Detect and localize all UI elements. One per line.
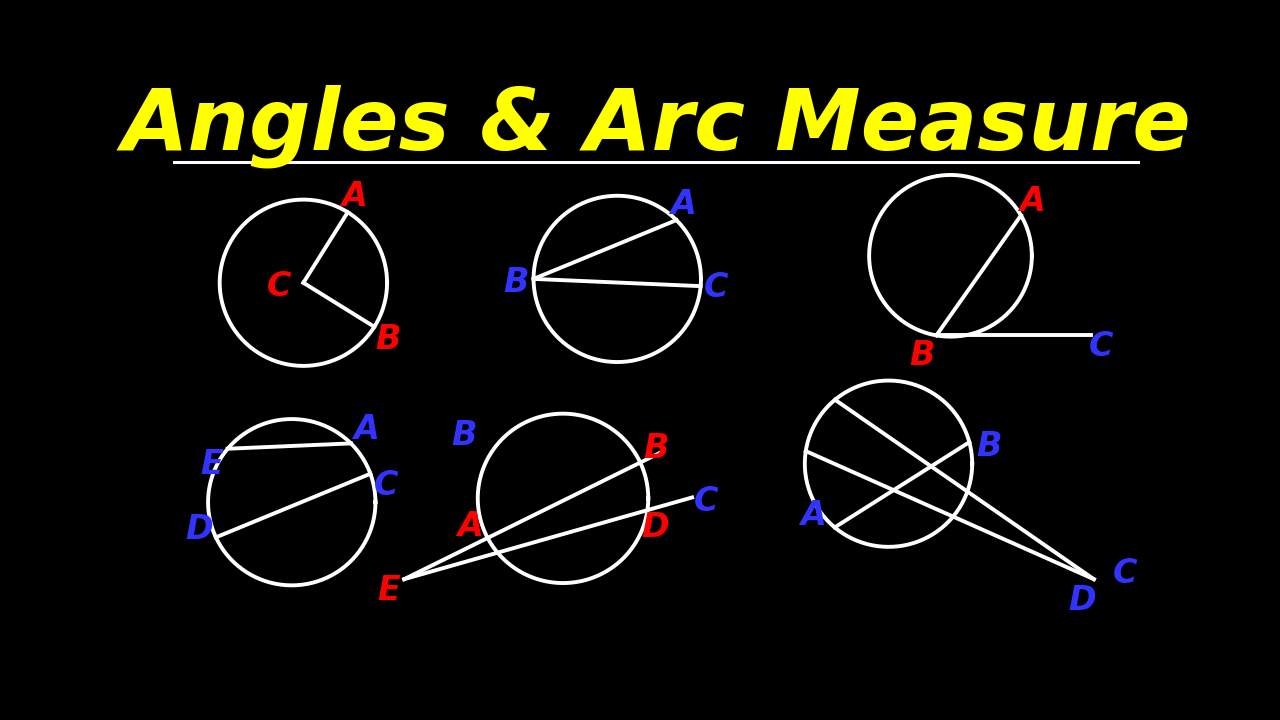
Text: C: C: [374, 469, 398, 502]
Text: A: A: [340, 180, 367, 213]
Text: E: E: [378, 575, 399, 607]
Text: A: A: [669, 188, 695, 221]
Text: A: A: [800, 500, 826, 532]
Text: B: B: [910, 339, 936, 372]
Text: C: C: [1089, 330, 1114, 364]
Text: B: B: [504, 266, 529, 300]
Text: C: C: [694, 485, 718, 518]
Text: C: C: [266, 270, 291, 303]
Text: A: A: [353, 413, 379, 446]
Text: D: D: [186, 513, 212, 546]
Text: D: D: [1069, 584, 1096, 617]
Text: C: C: [1112, 557, 1137, 590]
Text: B: B: [375, 323, 401, 356]
Text: B: B: [975, 430, 1001, 462]
Text: C: C: [704, 271, 728, 304]
Text: D: D: [641, 510, 669, 544]
Text: E: E: [201, 448, 224, 481]
Text: B: B: [643, 432, 668, 465]
Text: A: A: [458, 510, 484, 543]
Text: B: B: [452, 418, 477, 451]
Text: A: A: [1020, 185, 1046, 218]
Text: Angles & Arc Measure: Angles & Arc Measure: [122, 85, 1190, 168]
